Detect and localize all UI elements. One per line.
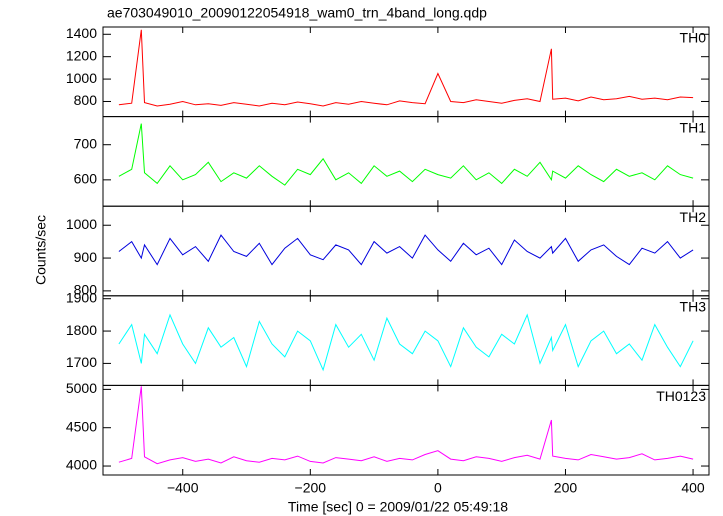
x-tick-label: 0 bbox=[434, 480, 442, 496]
series-line bbox=[118, 29, 694, 107]
y-tick-label: 1700 bbox=[66, 354, 97, 370]
y-tick-label: 600 bbox=[74, 171, 98, 187]
panel-frame bbox=[102, 205, 710, 297]
x-axis-label: Time [sec] 0 = 2009/01/22 05:49:18 bbox=[288, 499, 508, 515]
x-tick-label: 200 bbox=[554, 480, 578, 496]
chart-title: ae703049010_20090122054918_wam0_trn_4ban… bbox=[107, 5, 487, 21]
panel-frame bbox=[102, 116, 710, 207]
y-tick-label: 5000 bbox=[66, 380, 97, 396]
series-line bbox=[118, 386, 694, 465]
y-tick-label: 4000 bbox=[66, 457, 97, 473]
y-tick-label: 1400 bbox=[66, 25, 97, 41]
y-tick-label: 1800 bbox=[66, 322, 97, 338]
panel-frame bbox=[102, 26, 710, 118]
series-label: TH2 bbox=[680, 209, 707, 225]
series-line bbox=[118, 123, 694, 186]
series-label: TH3 bbox=[680, 299, 707, 315]
series-label: TH1 bbox=[680, 119, 707, 135]
y-tick-label: 1900 bbox=[66, 289, 97, 305]
y-tick-label: 900 bbox=[74, 249, 98, 265]
y-tick-label: 700 bbox=[74, 135, 98, 151]
y-tick-label: 800 bbox=[74, 92, 98, 108]
panel-frame bbox=[102, 295, 710, 386]
y-tick-label: 1000 bbox=[66, 70, 97, 86]
y-tick-label: 1200 bbox=[66, 47, 97, 63]
y-tick-label: 800 bbox=[74, 282, 98, 298]
x-tick-label: 400 bbox=[681, 480, 705, 496]
x-tick-label: −400 bbox=[167, 480, 199, 496]
series-label: TH0123 bbox=[656, 388, 706, 404]
series-line bbox=[118, 313, 694, 372]
x-tick-label: −200 bbox=[295, 480, 327, 496]
y-tick-label: 4500 bbox=[66, 418, 97, 434]
panel-frame bbox=[102, 384, 710, 476]
series-label: TH0 bbox=[680, 30, 707, 46]
series-line bbox=[118, 234, 694, 266]
y-tick-label: 1000 bbox=[66, 216, 97, 232]
y-axis-label: Counts/sec bbox=[33, 215, 49, 285]
